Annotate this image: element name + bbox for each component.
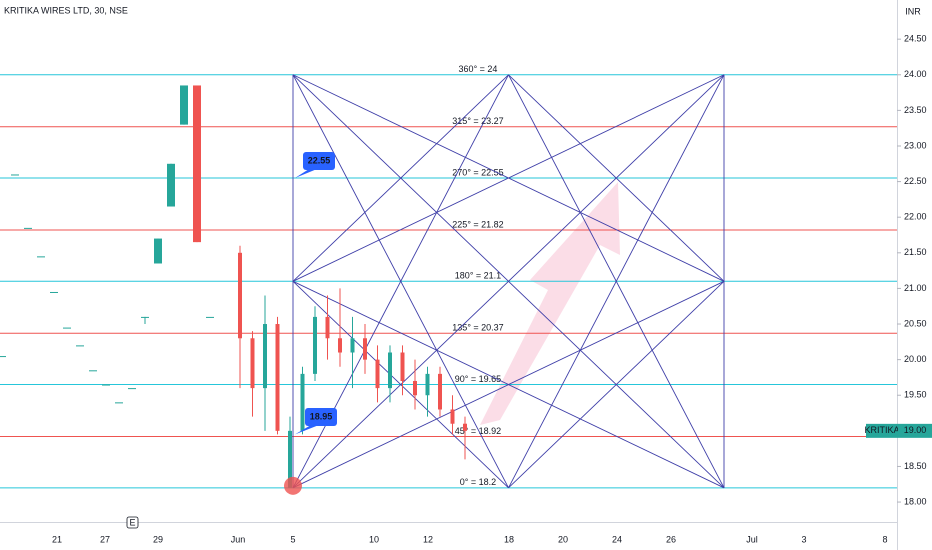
candle-body [50, 291, 58, 293]
callout-box [305, 408, 337, 426]
gann-level-label: 90° = 19.65 [455, 374, 501, 384]
candle-body [263, 324, 267, 389]
candle-body [180, 85, 188, 125]
price-label: 19.00 [904, 425, 927, 435]
candle-body [11, 174, 19, 176]
candle-body [363, 338, 367, 360]
candle-body [115, 402, 123, 404]
currency: INR [905, 6, 921, 16]
gann-fan-line [508, 74, 725, 489]
candle-body [238, 252, 242, 339]
candle-body [388, 352, 392, 389]
y-tick-label: 24.50 [904, 34, 927, 44]
callout-box [303, 152, 335, 170]
forecast-arrow [480, 182, 620, 425]
candle-body [37, 256, 45, 258]
gann-fan-line [508, 74, 725, 282]
candle-body [313, 316, 317, 374]
candle-body [76, 345, 84, 347]
y-tick-label: 19.50 [904, 390, 927, 400]
candle-body [63, 327, 71, 329]
price-tag [898, 423, 932, 438]
candle-body [206, 316, 214, 318]
gann-level-label: 270° = 22.55 [452, 167, 503, 177]
symbol-tag [866, 423, 898, 438]
callout-pointer [295, 169, 317, 179]
chart-title: KRITIKA WIRES LTD, 30, NSE [4, 5, 128, 15]
x-tick-label: 8 [882, 534, 887, 544]
candle-body [0, 356, 6, 358]
y-tick-label: 23.00 [904, 140, 927, 150]
y-tick-label: 18.00 [904, 496, 927, 506]
x-tick-label: 24 [612, 534, 622, 544]
gann-level-label: 0° = 18.2 [460, 477, 496, 487]
candle-body [193, 85, 201, 243]
event-marker: E [129, 517, 135, 527]
y-tick-label: 20.50 [904, 318, 927, 328]
callout-pointer [295, 425, 319, 435]
y-tick-label: 22.00 [904, 212, 927, 222]
candle-body [24, 227, 32, 229]
event-badge [126, 516, 139, 529]
x-tick-label: 26 [666, 534, 676, 544]
candle-body [463, 423, 467, 431]
candle-body [338, 338, 342, 353]
candle-body [288, 430, 292, 488]
candle-body [102, 384, 110, 386]
candle-body [250, 338, 255, 389]
x-tick-label: 27 [100, 534, 110, 544]
candle-body [300, 373, 305, 431]
candle-body [89, 370, 97, 372]
x-tick-label: 29 [153, 534, 163, 544]
low-marker [284, 476, 302, 495]
x-tick-label: 20 [558, 534, 568, 544]
x-tick-label: 21 [52, 534, 62, 544]
x-tick-label: 18 [504, 534, 514, 544]
gann-fan-line [292, 74, 725, 282]
callout-label: 18.95 [310, 411, 333, 421]
candle-body [167, 163, 175, 207]
x-tick-label: 3 [801, 534, 806, 544]
gann-fan-line [292, 280, 509, 489]
y-tick-label: 21.50 [904, 247, 927, 257]
gann-fan-line [292, 280, 725, 489]
callout-label: 22.55 [308, 155, 331, 165]
gann-level-label: 45° = 18.92 [455, 426, 501, 436]
candle-body [413, 380, 417, 396]
y-tick-label: 20.00 [904, 354, 927, 364]
x-tick-label: 5 [290, 534, 295, 544]
gann-fan-line [292, 74, 509, 282]
candle-body [154, 238, 162, 264]
y-tick-label: 21.00 [904, 283, 927, 293]
gann-level-label: 315° = 23.27 [452, 116, 503, 126]
y-tick-label: 18.50 [904, 461, 927, 471]
symbol-label: KRITIKA [864, 425, 899, 435]
x-tick-label: 12 [423, 534, 433, 544]
candle-body [400, 352, 405, 381]
gann-fan-line [508, 280, 725, 489]
candle-body [450, 409, 455, 424]
candle-body [350, 338, 355, 353]
y-tick-label: 22.50 [904, 176, 927, 186]
gann-level-label: 225° = 21.82 [452, 219, 503, 229]
y-tick-label: 23.50 [904, 105, 927, 115]
gann-fan-line [292, 74, 725, 489]
candle-body [128, 388, 136, 390]
gann-level-label: 135° = 20.37 [452, 323, 503, 333]
candle-body [375, 359, 380, 389]
gann-level-label: 180° = 21.1 [455, 271, 501, 281]
y-tick-label: 24.00 [904, 69, 927, 79]
candle-body [425, 373, 430, 396]
x-tick-label: Jul [746, 534, 758, 544]
x-tick-label: 10 [369, 534, 379, 544]
candle-body [438, 373, 442, 410]
candle-body [275, 324, 280, 431]
candle-body [325, 316, 330, 339]
candle-body [141, 316, 149, 318]
gann-level-label: 360° = 24 [459, 64, 498, 74]
x-tick-label: Jun [231, 534, 246, 544]
